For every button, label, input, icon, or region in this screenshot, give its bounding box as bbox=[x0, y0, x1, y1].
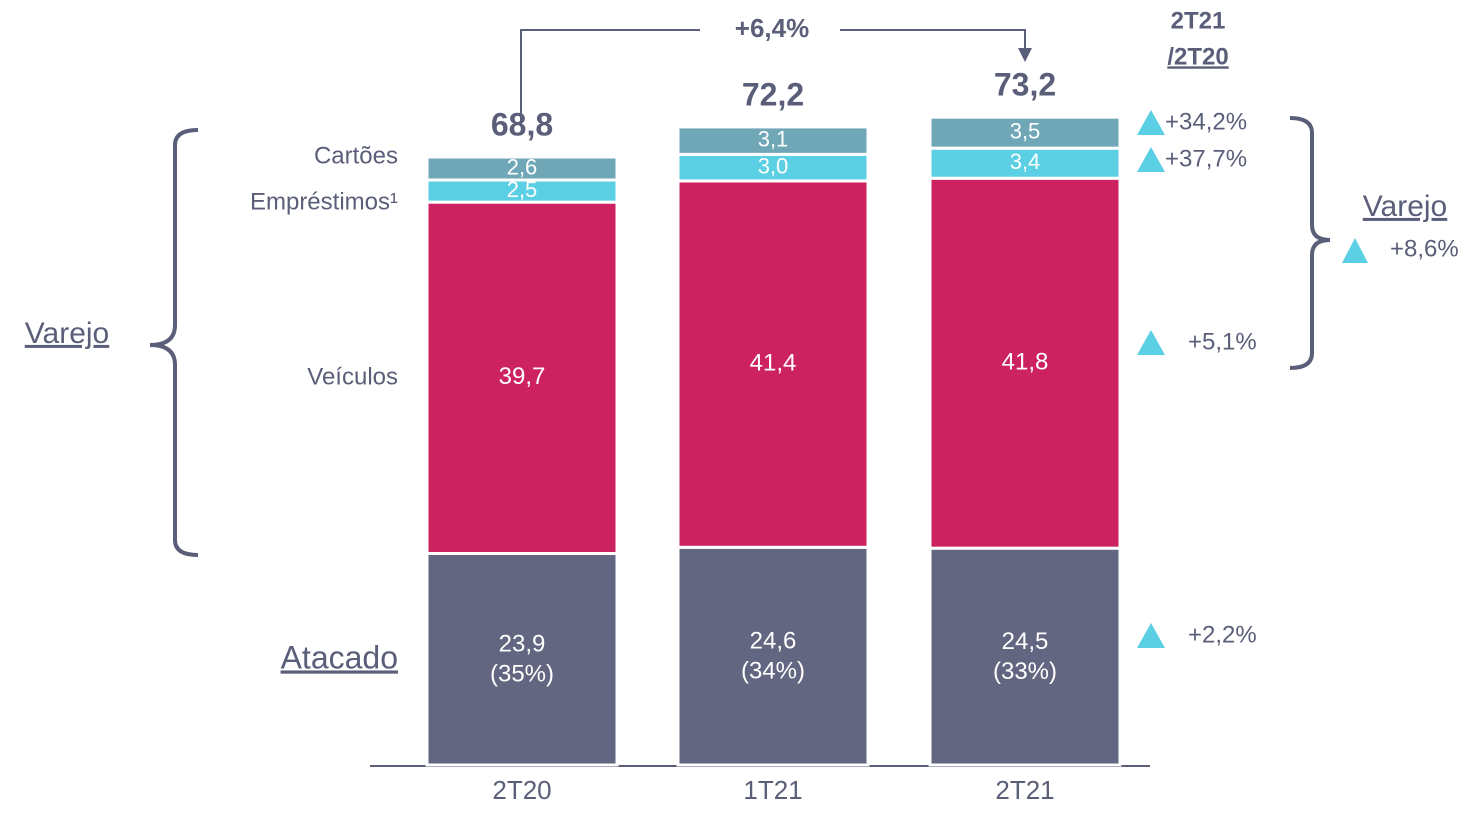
series-name: Veículos bbox=[307, 363, 398, 390]
value-label: 3,4 bbox=[1010, 149, 1041, 174]
change-header: /2T20 bbox=[1167, 43, 1228, 70]
arrow-head bbox=[1018, 48, 1032, 62]
bar-segment bbox=[928, 146, 1122, 180]
change-header: 2T21 bbox=[1171, 7, 1226, 34]
up-triangle bbox=[1137, 147, 1165, 172]
left-brace bbox=[149, 128, 199, 557]
value-label: 2,6 bbox=[507, 154, 538, 179]
bar-segment bbox=[928, 176, 1122, 550]
value-label: 39,7 bbox=[499, 363, 546, 390]
change-label: +5,1% bbox=[1188, 328, 1257, 355]
x-tick-label: 1T21 bbox=[743, 775, 802, 805]
total-label: 68,8 bbox=[491, 106, 553, 142]
series-name: Empréstimos¹ bbox=[250, 188, 398, 215]
share-label: (33%) bbox=[993, 658, 1057, 685]
up-triangle bbox=[1342, 238, 1368, 263]
series-name: Atacado bbox=[281, 639, 398, 675]
value-label: 24,6 bbox=[750, 627, 797, 654]
growth-arrow bbox=[520, 29, 1026, 125]
value-label: 24,5 bbox=[1002, 628, 1049, 655]
value-label: 23,9 bbox=[499, 631, 546, 658]
bar-segment bbox=[928, 115, 1122, 150]
total-change: +6,4% bbox=[735, 13, 809, 43]
bar-segment bbox=[928, 546, 1122, 767]
group-label: Varejo bbox=[25, 317, 110, 350]
group-change: +8,6% bbox=[1390, 235, 1459, 262]
bar-segment bbox=[425, 200, 619, 555]
value-label: 3,1 bbox=[758, 126, 789, 151]
value-label: 41,8 bbox=[1002, 349, 1049, 376]
bar-segment bbox=[676, 125, 870, 156]
right-brace bbox=[1289, 116, 1331, 370]
value-label: 41,4 bbox=[750, 349, 797, 376]
bar-segment bbox=[676, 545, 870, 767]
share-label: (34%) bbox=[741, 657, 805, 684]
change-label: +37,7% bbox=[1165, 145, 1247, 172]
up-triangle bbox=[1137, 110, 1165, 135]
bar-segment bbox=[425, 551, 619, 767]
x-tick-label: 2T21 bbox=[995, 775, 1054, 805]
change-label: +34,2% bbox=[1165, 108, 1247, 135]
total-label: 73,2 bbox=[994, 67, 1056, 103]
series-name: Cartões bbox=[314, 142, 398, 169]
total-label: 72,2 bbox=[742, 76, 804, 112]
bar-segment bbox=[425, 155, 619, 182]
x-tick-label: 2T20 bbox=[492, 775, 551, 805]
up-triangle bbox=[1137, 623, 1165, 648]
value-label: 3,0 bbox=[758, 153, 789, 178]
up-triangle bbox=[1137, 330, 1165, 355]
value-label: 3,5 bbox=[1010, 118, 1041, 143]
change-label: +2,2% bbox=[1188, 621, 1257, 648]
share-label: (35%) bbox=[490, 661, 554, 688]
group-label: Varejo bbox=[1363, 190, 1448, 223]
